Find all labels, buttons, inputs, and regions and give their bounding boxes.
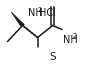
Text: 2: 2 bbox=[37, 7, 41, 13]
Text: NH: NH bbox=[63, 35, 78, 45]
Text: NH: NH bbox=[28, 8, 43, 18]
Text: HCl: HCl bbox=[39, 8, 56, 18]
Text: S: S bbox=[49, 52, 56, 62]
Polygon shape bbox=[11, 12, 24, 26]
Text: 2: 2 bbox=[73, 33, 77, 39]
